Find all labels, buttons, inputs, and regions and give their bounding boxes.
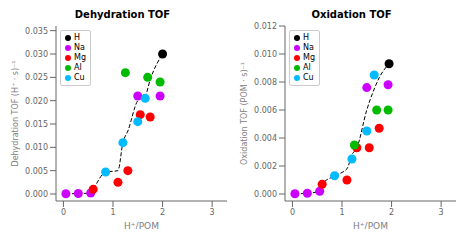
svg-text:3: 3 [210,208,215,217]
svg-text:0.015: 0.015 [25,120,48,129]
html-text:Mg: Mg [74,53,86,62]
svg-text:2: 2 [389,208,394,217]
svg-text:3: 3 [439,208,444,217]
html-text:Cu: Cu [303,73,314,82]
svg-text:Oxidation TOF (POM · s)⁻¹: Oxidation TOF (POM · s)⁻¹ [240,62,249,165]
svg-text:0.025: 0.025 [25,73,48,82]
svg-text:0.030: 0.030 [25,50,48,59]
svg-text:1: 1 [339,208,344,217]
html-text:Al: Al [74,63,82,72]
svg-text:0.010: 0.010 [254,50,277,59]
html-text:Oxidation TOF: Oxidation TOF [311,9,392,20]
html-text:H: H [74,33,80,42]
svg-text:0.006: 0.006 [254,106,277,115]
svg-text:0.000: 0.000 [25,190,48,199]
svg-text:1: 1 [110,208,115,217]
svg-text:H⁺/POM: H⁺/POM [353,221,388,229]
svg-text:H⁺/POM: H⁺/POM [124,221,159,229]
html-text:Na: Na [303,43,314,52]
svg-text:0.008: 0.008 [254,78,277,87]
svg-text:0.005: 0.005 [25,167,48,176]
html-text:Mg: Mg [303,53,315,62]
html-text:Dehydration TOF: Dehydration TOF [74,9,171,20]
html-text:Na: Na [74,43,85,52]
html-text:Cu: Cu [74,73,85,82]
svg-text:0: 0 [290,208,295,217]
svg-text:0.004: 0.004 [254,134,277,143]
svg-text:2: 2 [160,208,165,217]
html-text:H: H [303,33,309,42]
svg-text:0.002: 0.002 [254,162,277,171]
svg-text:0.012: 0.012 [254,22,277,31]
svg-text:0.020: 0.020 [25,97,48,106]
svg-text:0.010: 0.010 [25,143,48,152]
svg-text:0: 0 [61,208,66,217]
html-text:Al: Al [303,63,311,72]
svg-text:0.035: 0.035 [25,27,48,36]
svg-text:0.000: 0.000 [254,190,277,199]
svg-text:Dehydration TOF (H⁺ · s)⁻¹: Dehydration TOF (H⁺ · s)⁻¹ [11,60,20,166]
